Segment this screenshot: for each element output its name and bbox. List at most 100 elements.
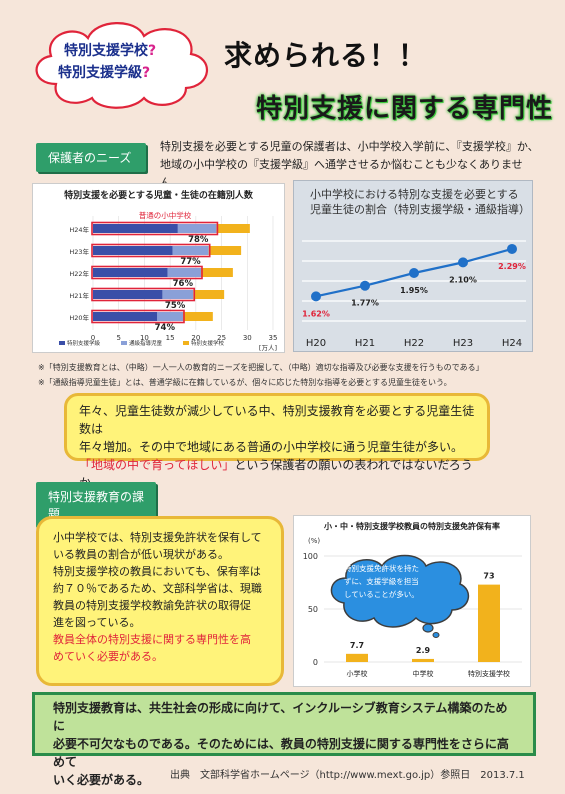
chart2-xtick-label: H21 (355, 338, 375, 349)
chart1-bar-class (93, 246, 173, 255)
chart1-category-label: H24年 (69, 225, 89, 234)
chart1-xtick-label: 35 (269, 334, 278, 342)
chart1-bar-class (93, 312, 158, 321)
footnotes: ※「特別支援教育とは、（中略）一人一人の教育的ニーズを把握して、（中略）適切な指… (38, 360, 538, 390)
chart2-point (311, 291, 321, 302)
chart2-point (409, 268, 419, 278)
chart3-bar (478, 584, 500, 662)
page-title-line2: 特別支援に関する専門性 (256, 94, 554, 124)
chart2-xtick-label: H24 (502, 338, 522, 349)
chart1-legend-swatch (183, 341, 189, 345)
ybox2-line: 約７０％であるため、文部科学省は、現職 (53, 582, 262, 595)
chart1-svg: 0 5 10 15 20 25 30 35 [万人] H24年 78% H23年 77% H22年 76% H… (59, 210, 278, 352)
ybox1-line2: 年々増加。その中で地域にある普通の小中学校に通う児童生徒が多い。 (79, 440, 464, 454)
chart1-bar-school (183, 312, 213, 321)
chart1-bar-tsukyu (172, 246, 209, 255)
thought-cloud-text: 特別支援免許状を持た ずに、支援学級を担当 していることが多い。 (344, 562, 444, 601)
chart1-bar-class (93, 268, 168, 277)
chart2-point (360, 280, 370, 291)
section1-intro: 特別支援を必要とする児童の保護者は、小中学校入学前に、『支援学校』か、 地域の小… (160, 138, 540, 192)
chart1-bar-tsukyu (162, 290, 194, 299)
chart3-bar (412, 658, 434, 662)
chart1-unit: [万人] (259, 344, 277, 352)
chart1-category-label: H23年 (69, 247, 89, 256)
section-label-parent-needs: 保護者のニーズ (36, 143, 146, 172)
ybox2-line: いる教員の割合が低い現状がある。 (53, 548, 229, 561)
chart2-point-label: 1.77% (351, 299, 379, 308)
chart-enrollment: 特別支援を必要とする児童・生徒の在籍別人数 0 5 10 15 20 25 30 35 [万人]… (32, 183, 285, 353)
chart1-xtick-label: 15 (166, 334, 175, 342)
qmark-2: ? (142, 65, 151, 81)
chart1-bar-class (93, 290, 163, 299)
chart2-point (507, 243, 517, 254)
chart3-category-label: 特別支援学校 (468, 669, 510, 678)
chart3-category-label: 小学校 (347, 669, 368, 678)
cloud2-line: ずに、支援学級を担当 (344, 577, 419, 586)
page-title-line1: 求められる！！ (224, 39, 428, 72)
cloud2-line: 特別支援免許状を持た (344, 564, 419, 573)
note-1: ※「特別支援教育とは、（中略）一人一人の教育的ニーズを把握して、（中略）適切な指… (38, 363, 484, 372)
chart2-xtick-label: H23 (453, 338, 473, 349)
chart2-point-label: 2.10% (449, 275, 477, 284)
chart1-xtick-label: 25 (217, 334, 226, 342)
chart1-bar-tsukyu (167, 268, 201, 277)
chart1-legend-label: 特別支援学校 (191, 339, 225, 347)
chart-support-ratio: 小中学校における特別な支援を必要とする 児童生徒の割合（特別支援学級・通級指導）… (293, 180, 533, 352)
ybox2-line: 教員の特別支援学校教諭免許状の取得促 (53, 599, 251, 612)
chart3-value-label: 7.7 (350, 641, 364, 650)
chart2-point-label: 2.29% (498, 262, 526, 271)
conclusion-box: 特別支援教育は、共生社会の形成に向けて、インクルーシブ教育システム構築のために … (32, 692, 536, 787)
chart2-title-line1: 小中学校における特別な支援を必要とする (310, 188, 519, 201)
cloud2-line: していることが多い。 (344, 590, 419, 599)
chart2-xtick-label: H20 (306, 338, 326, 349)
chart1-xtick-label: 30 (243, 334, 252, 342)
chart-license-rate: 小・中・特別支援学校教員の特別支援免許保有率 (%) 0 50 100 7.7 小学校 2.… (293, 515, 531, 687)
cloud-line1: 特別支援学校 (64, 43, 148, 59)
chart1-legend-swatch (59, 341, 65, 345)
chart3-category-label: 中学校 (413, 669, 434, 678)
gbox-line: 特別支援教育は、共生社会の形成に向けて、インクルーシブ教育システム構築のために (53, 701, 508, 733)
chart2-xtick-label: H22 (404, 338, 424, 349)
chart1-bar-outline (91, 243, 211, 258)
ybox2-line: 特別支援学校の教員においても、保有率は (53, 565, 261, 578)
thought-cloud-shape (330, 554, 470, 638)
chart1-xtick-label: 10 (140, 334, 149, 342)
chart2-point (458, 257, 468, 268)
chart1-legend-label: 通級指導児童 (129, 339, 163, 347)
chart3-svg: (%) 0 50 100 7.7 小学校 2.9 中学校 73 特別支援学校 (303, 537, 522, 678)
chart1-percent-label: 75% (165, 301, 186, 311)
chart1-percent-label: 77% (180, 257, 201, 267)
chart1-bar-outline (91, 221, 219, 236)
chart3-value-label: 2.9 (416, 646, 431, 655)
issues-box: 小中学校では、特別支援免許状を保有して いる教員の割合が低い現状がある。 特別支… (36, 516, 284, 686)
chart1-bar-class (93, 224, 178, 233)
chart3-bar (346, 653, 368, 662)
chart1-inner-label: 普通の小中学校 (139, 210, 192, 220)
chart1-bar-tsukyu (177, 224, 217, 233)
chart1-percent-label: 78% (188, 235, 209, 245)
note-2: ※「通級指導児童生徒」とは、普通学級に在籍しているが、個々に応じた特別な指導を必… (38, 378, 452, 387)
qmark-1: ? (148, 43, 157, 59)
chart1-bar-outline (91, 287, 196, 302)
chart1-category-label: H21年 (69, 291, 89, 300)
chart2-point-label: 1.95% (400, 286, 428, 295)
chart1-bar-tsukyu (157, 312, 183, 321)
chart1-bar-outline (91, 309, 185, 324)
chart2-point-label: 1.62% (302, 309, 330, 318)
chart1-bar-school (216, 224, 250, 233)
ybox1-highlight: 「地域の中で育ってほしい」 (79, 458, 235, 472)
chart1-category-label: H22年 (69, 269, 89, 278)
chart3-yunit: (%) (308, 537, 320, 545)
header-cloud-text: 特別支援学校? 特別支援学級? (58, 40, 157, 84)
chart2-title: 小中学校における特別な支援を必要とする 児童生徒の割合（特別支援学級・通級指導） (310, 187, 530, 217)
chart1-xtick-label: 5 (116, 334, 120, 342)
chart1-bar-school (208, 246, 242, 255)
chart1-bar-school (201, 268, 233, 277)
chart1-bar-outline (91, 265, 203, 280)
ybox2-line: 小中学校では、特別支援免許状を保有して (53, 531, 262, 544)
ybox2-red-line: 教員全体の特別支援に関する専門性を高 (53, 633, 251, 646)
chart3-title: 小・中・特別支援学校教員の特別支援免許保有率 (324, 522, 500, 531)
chart1-percent-label: 74% (155, 323, 176, 333)
chart1-xtick-label: 0 (91, 334, 95, 342)
chart1-title: 特別支援を必要とする児童・生徒の在籍別人数 (64, 191, 253, 201)
